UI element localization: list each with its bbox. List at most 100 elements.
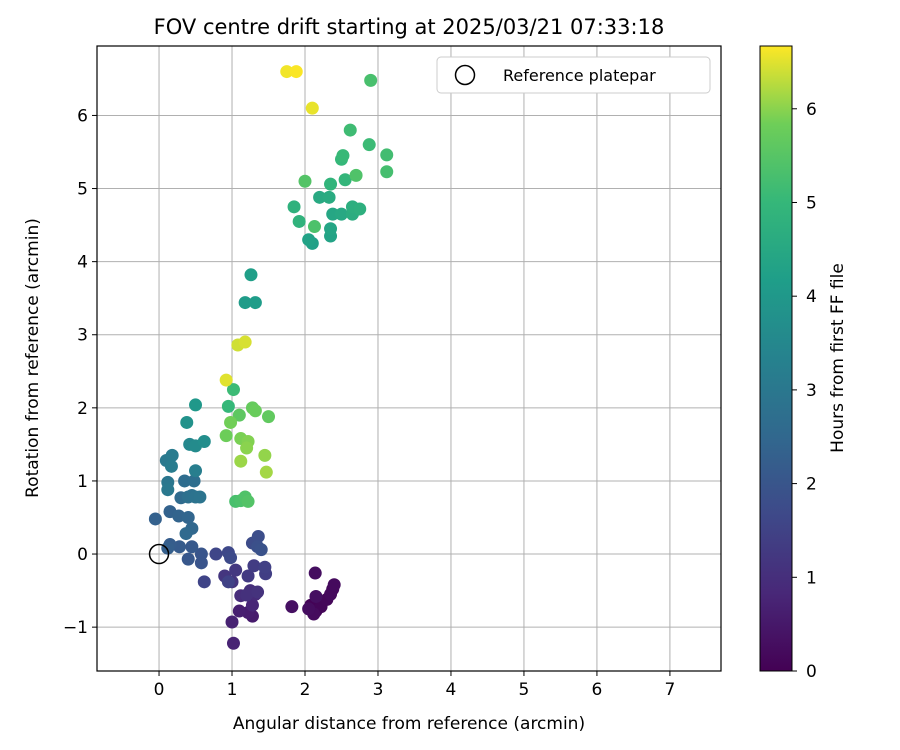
data-point [244,268,258,282]
colorbar-ticks: 0 1 2 3 4 5 6 [792,100,817,682]
data-point [322,190,336,204]
data-point [334,207,348,221]
data-point [219,373,233,387]
data-point [305,101,319,115]
colorbar-gradient [759,45,793,672]
data-point [189,398,203,412]
data-point [229,563,243,577]
x-tick-label: 7 [664,680,675,700]
data-point [185,540,199,554]
x-axis-label: Angular distance from reference (arcmin) [233,714,585,734]
y-axis-label: Rotation from reference (arcmin) [23,218,43,498]
data-point [232,604,246,618]
x-tick-label: 5 [519,680,530,700]
data-point [251,529,265,543]
legend-box [436,56,711,94]
data-point [285,600,299,614]
colorbar-tick-label: 2 [806,475,817,495]
data-point [241,494,255,508]
data-point [148,512,162,526]
data-point [161,483,175,497]
y-tick-label: −1 [63,618,88,638]
data-point [197,575,211,589]
legend-marker-icon [454,64,476,86]
legend-entry-reference: Reference platepar [503,66,656,85]
data-point [324,222,338,236]
data-point [209,547,223,561]
data-point [248,296,262,310]
data-point [302,602,316,616]
x-tick-label: 2 [300,680,311,700]
data-point [307,220,321,234]
data-point [179,527,193,541]
data-point [324,177,338,191]
data-point [289,65,303,79]
data-point [238,296,252,310]
data-point [258,448,272,462]
data-point [240,441,254,455]
data-point [180,415,194,429]
data-point [234,454,248,468]
x-tick-label: 0 [154,680,165,700]
data-point [221,575,235,589]
data-point [362,138,376,152]
data-point [245,598,259,612]
scatter-points [148,65,394,650]
colorbar-label: Hours from first FF file [828,263,848,453]
reference-platepar-marker [148,543,170,565]
data-point [380,148,394,162]
data-point [181,552,195,566]
data-point [219,429,233,443]
y-tick-label: 5 [77,180,88,200]
data-point [178,474,192,488]
x-tick-label: 3 [373,680,384,700]
data-point [226,636,240,650]
data-point [336,149,350,163]
data-point [309,589,323,603]
data-point [224,415,238,429]
data-point [247,559,261,573]
legend: Reference platepar [436,56,711,94]
y-tick-label: 1 [77,472,88,492]
data-point [181,510,195,524]
colorbar-tick-label: 0 [806,662,817,682]
y-tick-label: 0 [77,545,88,565]
x-tick-label: 4 [446,680,457,700]
colorbar-tick-label: 5 [806,193,817,213]
colorbar-tick-label: 6 [806,100,817,120]
y-tick-label: 4 [77,253,88,273]
data-point [308,566,322,580]
data-point [287,200,301,214]
grid-lines [97,46,721,671]
data-point [240,588,254,602]
x-tick-label: 6 [592,680,603,700]
data-point [221,399,235,413]
data-point [298,174,312,188]
x-tick-label: 1 [227,680,238,700]
data-point [164,459,178,473]
data-point [380,165,394,179]
colorbar-tick-label: 4 [806,287,817,307]
y-tick-label: 6 [77,106,88,126]
data-point [225,615,239,629]
data-point [189,464,203,478]
data-point [197,434,211,448]
data-point [349,168,363,182]
colorbar-tick-label: 3 [806,381,817,401]
data-point [364,73,378,87]
data-point [258,560,272,574]
data-point [226,383,240,397]
data-point [338,173,352,187]
y-tick-label: 3 [77,326,88,346]
data-point [327,578,341,592]
data-point [280,65,294,79]
data-point [302,233,316,247]
y-tick-label: 2 [77,399,88,419]
x-axis-ticks: 0 1 2 3 4 5 6 7 [154,671,675,700]
data-point [259,465,273,479]
data-point [238,335,252,349]
plot-area-frame [96,45,722,672]
data-point [241,569,255,583]
data-point [313,190,327,204]
